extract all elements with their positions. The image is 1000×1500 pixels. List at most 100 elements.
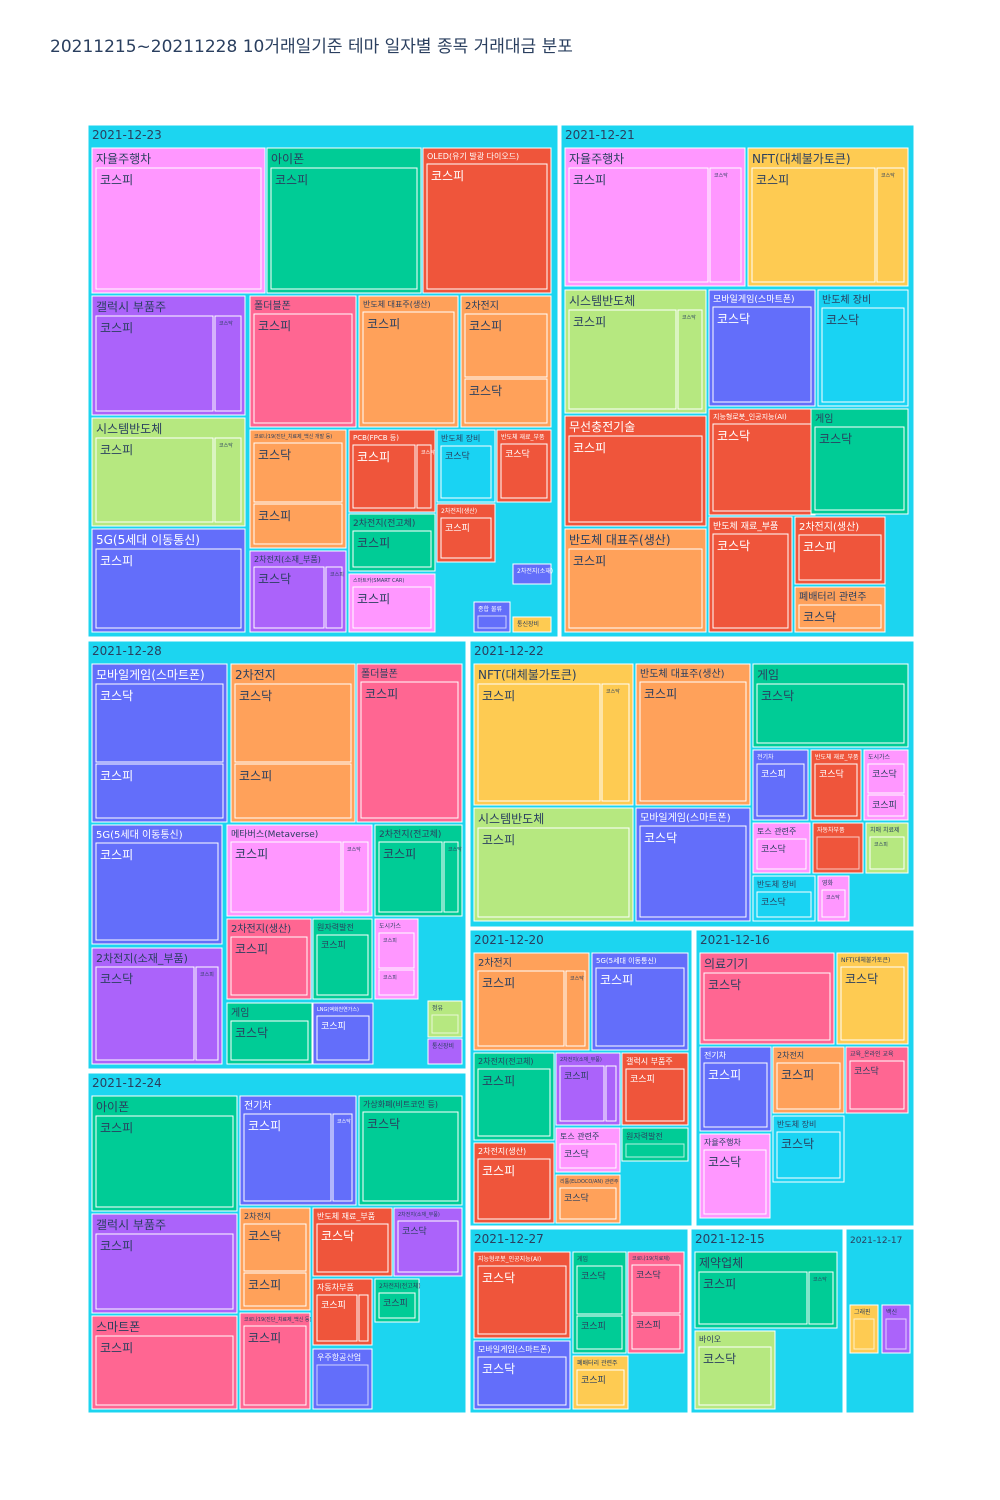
market-box (712, 423, 812, 512)
market-label: 코스피 (781, 1068, 814, 1082)
market-box (95, 683, 224, 763)
theme-label: 모바일게임(스마트폰) (478, 1344, 550, 1354)
market-label: 코스닥 (347, 846, 361, 853)
market-box (808, 1271, 834, 1325)
market-label: 코스닥 (100, 689, 133, 703)
market-box (601, 683, 630, 802)
theme-label: 2차전지(소재_부품) (254, 554, 321, 564)
market-label: 코스닥 (682, 314, 696, 321)
market-box (426, 163, 548, 290)
market-box (316, 1223, 389, 1273)
market-label: 코스닥 (321, 1229, 354, 1243)
market-label: 코스닥 (564, 1193, 589, 1204)
market-label: 코스닥 (714, 172, 728, 179)
market-label: 코스피 (100, 554, 133, 568)
market-label: 코스피 (383, 974, 397, 981)
market-label: 코스닥 (448, 846, 462, 853)
market-label: 코스피 (383, 1298, 408, 1309)
market-label: 코스피 (708, 1068, 741, 1082)
theme-label: 통신장비 (517, 620, 539, 628)
market-box (576, 1369, 625, 1406)
market-label: 코스피 (756, 173, 789, 187)
theme-label: 모바일게임(스마트폰) (96, 668, 205, 682)
theme-label: 의료기기 (704, 957, 748, 971)
theme-tile (312, 1348, 373, 1410)
theme-label: 정유 (432, 1005, 444, 1012)
market-box (234, 683, 352, 763)
theme-tile (427, 1038, 463, 1065)
market-label: 코스닥 (845, 972, 878, 986)
theme-label: 지능형로봇_인공지능(AI) (713, 412, 787, 421)
market-box (477, 1068, 551, 1137)
market-label: 코스피 (100, 1121, 133, 1135)
market-label: 코스피 (100, 443, 133, 457)
market-box (477, 827, 630, 918)
market-label: 코스닥 (505, 449, 530, 460)
market-label: 코스피 (803, 540, 836, 554)
market-box (358, 1294, 369, 1342)
market-label: 코스피 (600, 973, 633, 987)
market-box (477, 615, 507, 629)
theme-label: 2차전지(생산) (799, 521, 859, 533)
market-label: 코스피 (275, 173, 308, 187)
theme-label: 반도체 재료_부품 (317, 1211, 375, 1221)
theme-label: 2차전지 (777, 1050, 804, 1060)
market-box (500, 443, 548, 499)
theme-label: 갤럭시 부품주 (96, 1218, 166, 1232)
chart-title: 20211215~20211228 10거래일기준 테마 일자별 종목 거래대금… (50, 37, 573, 57)
theme-label: 2차전지 (465, 300, 499, 312)
theme-label: 코로나19(진단_치료제_백신 등) (244, 1316, 312, 1323)
market-label: 코스피 (100, 1239, 133, 1253)
market-label: 코스피 (100, 321, 133, 335)
market-label: 코스피 (636, 1320, 661, 1331)
market-box (253, 566, 325, 629)
theme-label: 반도체 장비 (777, 1119, 816, 1129)
market-label: 코스피 (761, 769, 786, 780)
market-box (698, 1271, 808, 1325)
market-box (431, 1014, 459, 1034)
market-label: 코스닥 (581, 1271, 606, 1282)
theme-label: 2차전지(전고체) (478, 1056, 534, 1066)
theme-label: 코로나19(치료제) (632, 1255, 670, 1262)
market-box (464, 378, 548, 424)
market-box (342, 841, 369, 913)
market-box (703, 1062, 768, 1128)
market-label: 코스피 (365, 687, 398, 701)
market-box (712, 306, 812, 403)
theme-label: 2차전지(소재) (517, 567, 553, 575)
market-box (821, 889, 846, 918)
market-label: 코스피 (258, 319, 291, 333)
theme-label: 반도체 장비 (822, 294, 871, 306)
market-box (95, 1115, 234, 1208)
market-box (605, 1065, 617, 1122)
market-label: 코스닥 (636, 1270, 661, 1281)
market-box (709, 167, 742, 283)
market-box (853, 1318, 875, 1350)
market-box (443, 841, 459, 913)
market-label: 코스피 (482, 689, 515, 703)
date-label: 2021-12-22 (474, 644, 544, 658)
market-label: 코스닥 (703, 1352, 736, 1366)
market-label: 코스피 (100, 173, 133, 187)
market-box (316, 934, 369, 996)
date-label: 2021-12-16 (700, 933, 770, 947)
market-label: 코스닥 (819, 769, 844, 780)
theme-label: 자율주행차 (704, 1137, 741, 1147)
market-box (595, 967, 685, 1047)
theme-label: 2차전지 (478, 957, 512, 969)
theme-label: 교육_온라인 교육 (850, 1050, 894, 1058)
market-box (316, 1294, 358, 1342)
theme-label: 원자력발전 (317, 922, 354, 932)
theme-label: 통신장비 (432, 1042, 454, 1050)
market-label: 코스피 (357, 592, 390, 606)
theme-label: 2차전지(전고체) (379, 828, 441, 840)
theme-label: 게임 (577, 1255, 588, 1263)
market-box (95, 842, 219, 941)
theme-label: 토스 관련주 (757, 826, 796, 836)
theme-label: 전기차 (757, 753, 774, 761)
market-box (776, 1062, 841, 1110)
market-label: 코스피 (200, 971, 214, 978)
market-box (464, 313, 548, 378)
theme-label: 바이오 (699, 1334, 721, 1344)
